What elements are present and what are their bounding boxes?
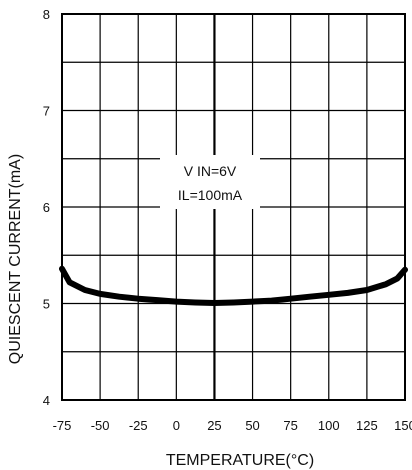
series-layer [59, 265, 408, 306]
annotation-vin: V IN=6V [184, 163, 237, 179]
x-tick-label: 75 [283, 418, 297, 433]
y-tick-label: 7 [43, 104, 50, 119]
x-tick-label: -75 [53, 418, 72, 433]
x-tick-label: 100 [318, 418, 340, 433]
y-tick-label: 6 [43, 200, 50, 215]
x-tick-label: 150 [394, 418, 412, 433]
x-axis-label: TEMPERATURE(°C) [166, 452, 314, 469]
series-line-0 [59, 265, 408, 306]
x-tick-label: 125 [356, 418, 378, 433]
annotation-background [160, 155, 260, 209]
x-tick-label: 25 [207, 418, 221, 433]
annotation-il: IL=100mA [178, 187, 243, 203]
annotation-box: V IN=6V IL=100mA [160, 155, 260, 209]
x-tick-labels: -75 -50 -25 0 25 50 75 100 125 150 [53, 418, 412, 433]
y-tick-label: 8 [43, 7, 50, 22]
x-tick-label: 50 [245, 418, 259, 433]
x-tick-label: -50 [91, 418, 110, 433]
y-tick-labels: 4 5 6 7 8 [43, 7, 50, 408]
y-tick-label: 5 [43, 297, 50, 312]
x-tick-label: -25 [129, 418, 148, 433]
x-tick-label: 0 [173, 418, 180, 433]
y-tick-label: 4 [43, 393, 50, 408]
y-axis-label: QUIESCENT CURRENT(mA) [7, 154, 24, 364]
plot-frame [61, 13, 406, 401]
